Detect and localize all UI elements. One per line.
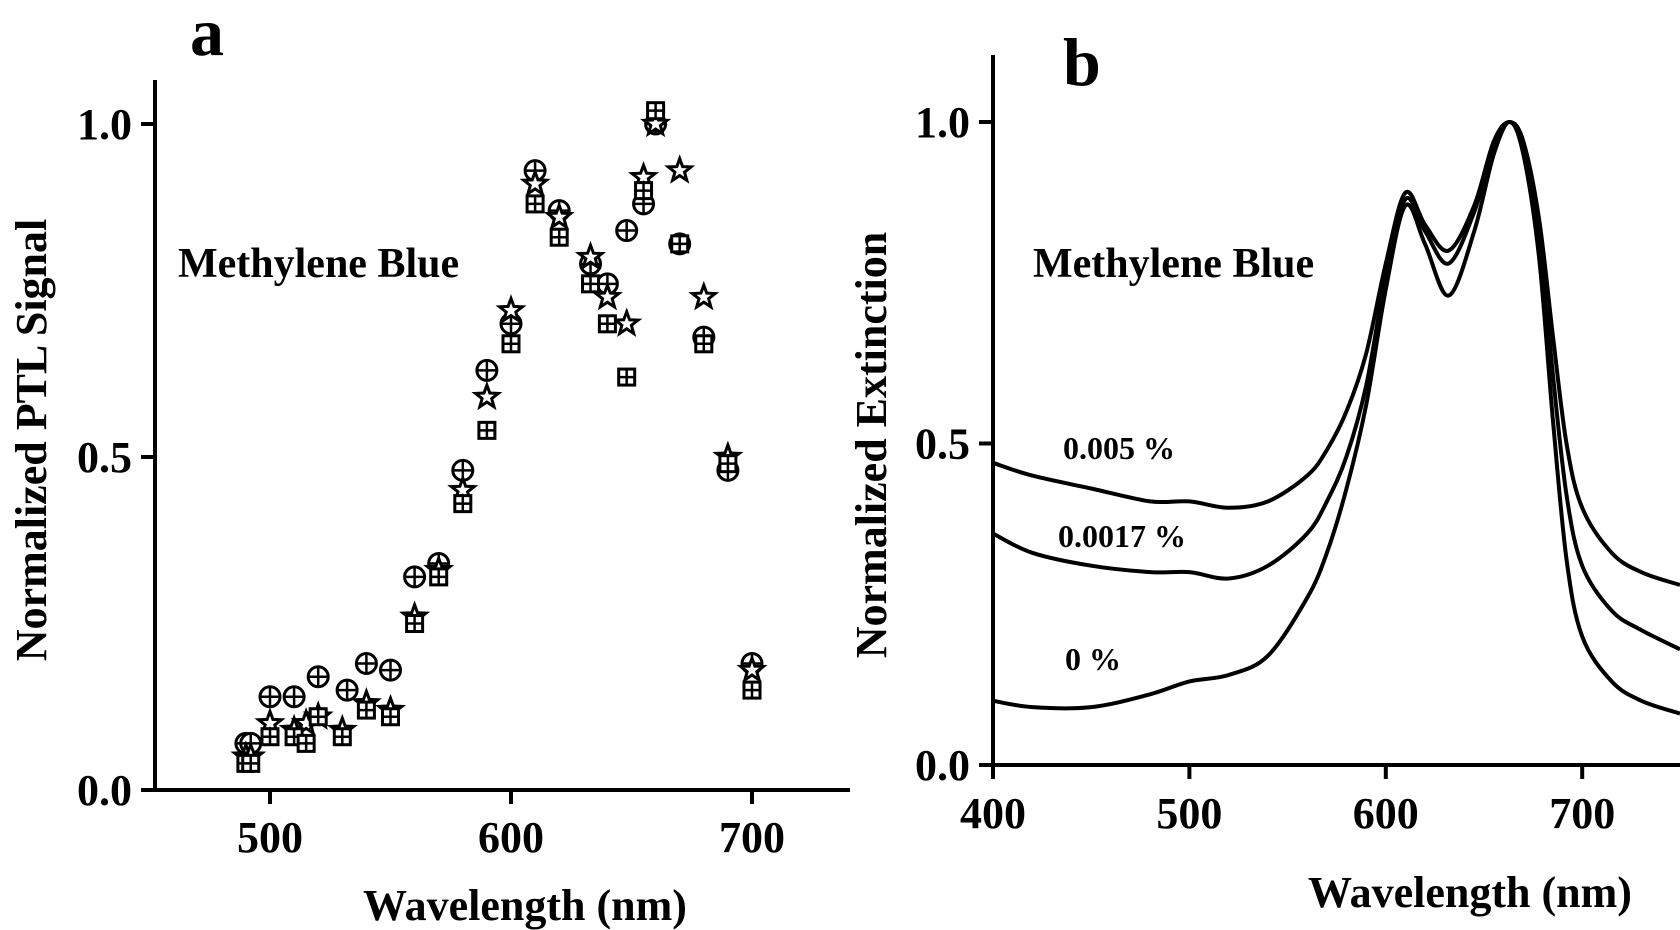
panel-a-data-points <box>230 101 768 773</box>
data-point-square-plus <box>381 707 400 727</box>
panel-a-y-axis-title: Normalized PTL Signal <box>7 219 56 661</box>
panel-b-x-ticks: 400 500 600 700 <box>960 765 1615 838</box>
panel-b-x-tick-label: 700 <box>1549 789 1615 838</box>
data-point-square-plus <box>581 274 601 294</box>
data-point-circle-plus <box>354 651 378 675</box>
panel-b-curves <box>992 120 1680 716</box>
panel-b-annotation: Methylene Blue <box>1033 241 1314 287</box>
extinction-curve-1 <box>992 120 1680 652</box>
data-point-square-plus <box>742 680 762 700</box>
panel-b-y-tick-label: 1.0 <box>915 98 970 147</box>
data-point-square-plus <box>525 194 545 214</box>
data-point-square-plus <box>356 700 376 720</box>
panel-b-label: b <box>1063 24 1101 100</box>
data-point-star <box>591 280 623 311</box>
data-point-square-plus <box>405 614 425 633</box>
data-point-circle-plus <box>335 678 359 702</box>
panel-a-x-ticks: 500 600 700 <box>237 790 785 862</box>
curve-label-0: 0 % <box>1065 641 1121 677</box>
data-point-star <box>574 240 607 271</box>
curve-label-0005: 0.005 % <box>1063 430 1175 466</box>
panel-a-x-axis-title: Wavelength (nm) <box>363 881 687 930</box>
data-point-square-plus <box>477 420 497 440</box>
data-point-square-plus <box>332 727 352 747</box>
curve-label-00017: 0.0017 % <box>1058 518 1186 554</box>
data-point-square-plus <box>260 727 280 747</box>
data-point-square-plus <box>429 567 449 587</box>
data-point-star <box>688 280 720 311</box>
panel-b-x-tick-label: 500 <box>1156 789 1222 838</box>
data-point-circle-plus <box>615 219 639 243</box>
panel-a-y-ticks: 0.0 0.5 1.0 <box>77 100 155 815</box>
data-point-circle-plus <box>306 665 330 689</box>
data-point-square-plus <box>241 753 261 773</box>
data-point-circle-plus <box>258 685 282 709</box>
data-point-star <box>543 200 575 231</box>
panel-a-y-tick-label: 0.0 <box>77 766 132 815</box>
panel-a-label: a <box>190 0 224 70</box>
data-point-square-plus <box>617 367 637 387</box>
data-point-square-plus <box>670 234 690 254</box>
panel-b-x-axis-title: Wavelength (nm) <box>1308 868 1632 917</box>
data-point-square-plus <box>634 181 654 201</box>
data-point-circle-plus <box>282 685 306 709</box>
data-point-square-plus <box>597 314 617 334</box>
data-point-star <box>736 653 768 684</box>
panel-b-y-tick-label: 0.0 <box>915 741 970 790</box>
data-point-star <box>519 167 551 198</box>
data-point-circle-plus <box>475 358 499 382</box>
data-point-square-plus <box>718 454 738 474</box>
panel-a-annotation: Methylene Blue <box>178 241 459 287</box>
data-point-square-plus <box>646 101 666 121</box>
data-point-star <box>664 154 696 184</box>
panel-b-y-axis-title: Normalized Extinction <box>847 232 896 659</box>
panel-a-y-tick-label: 0.5 <box>77 433 132 482</box>
extinction-curve-2 <box>992 120 1680 716</box>
data-point-star <box>611 307 643 338</box>
data-point-circle-plus <box>379 658 402 682</box>
data-point-square-plus <box>308 707 328 727</box>
data-point-square-plus <box>453 494 473 514</box>
panel-a-x-tick-label: 600 <box>478 813 544 862</box>
panel-a-chart: a Methylene Blue 0.0 0.5 1.0 500 600 700 Wav… <box>7 0 850 930</box>
data-point-star <box>471 380 503 411</box>
data-point-square-plus <box>501 334 521 354</box>
panel-b-y-ticks: 0.0 0.5 1.0 <box>915 98 993 790</box>
data-point-square-plus <box>549 227 569 247</box>
data-point-square-plus <box>296 733 316 753</box>
panel-a-x-tick-label: 700 <box>719 813 785 862</box>
data-point-circle-plus <box>403 565 427 589</box>
data-point-star <box>495 294 527 324</box>
data-point-square-plus <box>694 334 714 354</box>
panel-b-y-tick-label: 0.5 <box>915 420 970 469</box>
extinction-curve-0 <box>992 120 1680 587</box>
panel-b-x-tick-label: 600 <box>1353 789 1419 838</box>
data-point-star <box>640 107 672 138</box>
data-point-circle-plus <box>451 458 475 482</box>
panel-a-x-tick-label: 500 <box>237 813 303 862</box>
panel-b-x-tick-label: 400 <box>960 789 1026 838</box>
panel-a-y-tick-label: 1.0 <box>77 100 132 149</box>
panel-b-chart: b Methylene Blue 0.00.51.0 400 500 600 700 … <box>847 24 1680 917</box>
